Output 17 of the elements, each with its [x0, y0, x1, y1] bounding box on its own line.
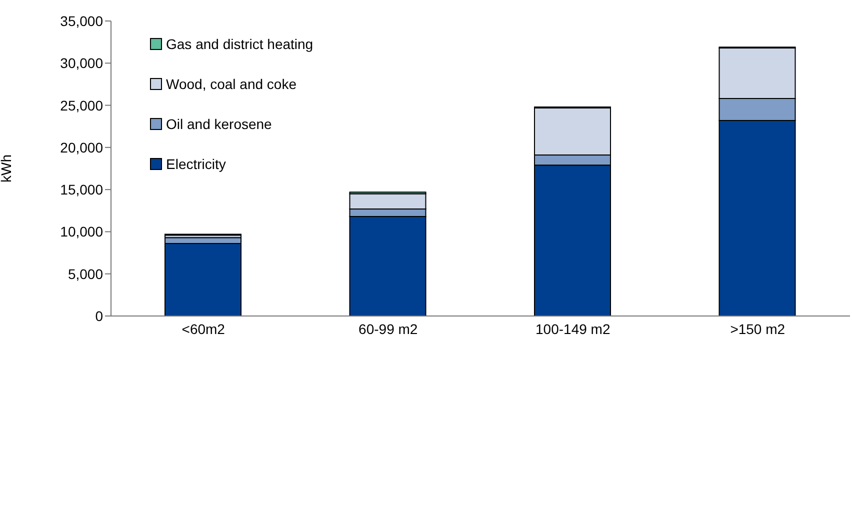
x-tick-label: 100-149 m2 — [536, 320, 610, 337]
y-tick-label: 10,000 — [60, 224, 104, 240]
legend-label: Oil and kerosene — [166, 116, 272, 132]
y-axis-title: kWh — [0, 154, 14, 182]
y-tick-label: 15,000 — [60, 182, 104, 198]
legend-label: Electricity — [166, 156, 226, 172]
y-tick-label: 5,000 — [68, 266, 104, 282]
legend-label: Gas and district heating — [166, 36, 314, 52]
y-tick-label: 25,000 — [60, 97, 104, 114]
y-tick-label: 20,000 — [60, 139, 104, 156]
legend-label: Wood, coal and coke — [166, 76, 296, 92]
y-tick-label: 0 — [95, 308, 104, 324]
y-tick-label: 30,000 — [60, 55, 104, 72]
x-tick-label: >150 m2 — [730, 320, 786, 337]
y-tick-label: 35,000 — [60, 12, 104, 29]
x-tick-label: <60m2 — [182, 320, 226, 337]
x-tick-label: 60-99 m2 — [358, 320, 418, 337]
